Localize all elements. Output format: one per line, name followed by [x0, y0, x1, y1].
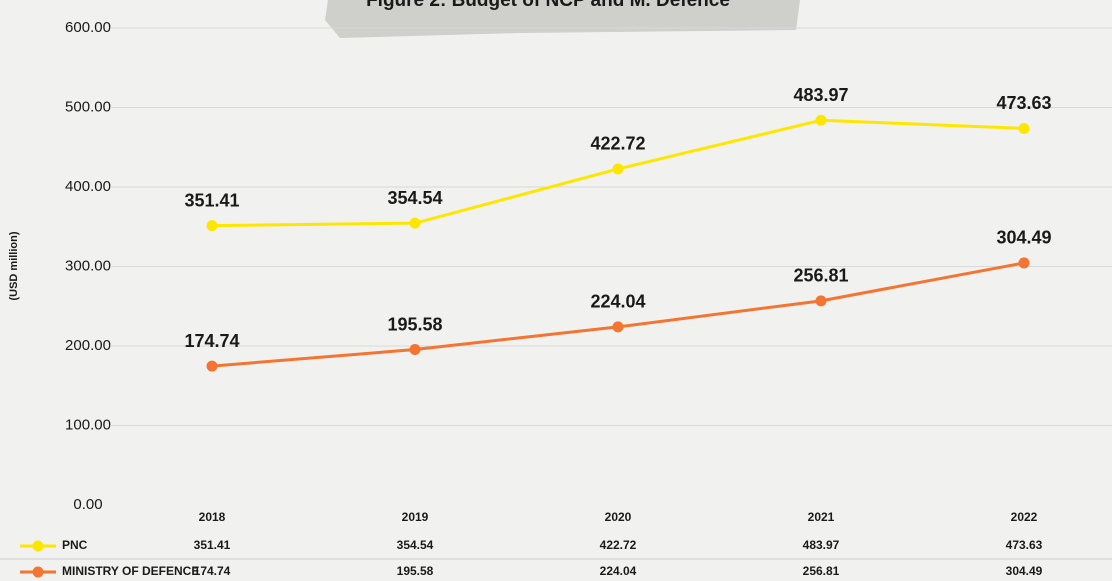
legend-label: PNC — [62, 538, 88, 552]
x-tick-label: 2020 — [605, 510, 632, 524]
data-label: 483.97 — [793, 85, 848, 105]
x-tick-label: 2018 — [199, 510, 226, 524]
table-cell: 195.58 — [397, 564, 434, 578]
data-label: 174.74 — [184, 331, 239, 351]
data-label: 354.54 — [387, 188, 442, 208]
legend-label: MINISTRY OF DEFENCE — [62, 564, 199, 578]
line-series — [211, 261, 1025, 368]
x-tick-label: 2021 — [808, 510, 835, 524]
legend-marker — [32, 540, 44, 552]
y-axis-label: (USD million) — [8, 231, 20, 300]
point — [206, 220, 218, 232]
data-label: 304.49 — [996, 228, 1051, 248]
point — [1018, 257, 1030, 269]
table-cell: 174.74 — [194, 564, 231, 578]
y-tick-label: 0.00 — [73, 496, 102, 513]
point — [1018, 122, 1030, 134]
y-tick-label: 600.00 — [65, 19, 111, 36]
table-cell: 473.63 — [1006, 538, 1043, 552]
y-tick-label: 400.00 — [65, 178, 111, 195]
data-label: 422.72 — [590, 134, 645, 154]
table-cell: 351.41 — [194, 538, 231, 552]
point — [206, 360, 218, 372]
table-cell: 256.81 — [803, 564, 840, 578]
table-cell: 224.04 — [600, 564, 637, 578]
table-cell: 483.97 — [803, 538, 840, 552]
table-cell: 354.54 — [397, 538, 434, 552]
table-cell: 422.72 — [600, 538, 637, 552]
legend-marker — [32, 566, 44, 578]
data-label: 256.81 — [793, 266, 848, 286]
point — [409, 217, 421, 229]
y-tick-label: 200.00 — [65, 337, 111, 354]
point — [409, 344, 421, 356]
data-label: 224.04 — [590, 292, 645, 312]
x-tick-label: 2019 — [402, 510, 429, 524]
y-tick-label: 300.00 — [65, 257, 111, 274]
point — [612, 321, 624, 333]
table-cell: 304.49 — [1006, 564, 1043, 578]
chart-title: Figure 2: Budget of NCP and M. Defence — [366, 0, 730, 11]
y-tick-label: 500.00 — [65, 98, 111, 115]
y-tick-label: 100.00 — [65, 416, 111, 433]
data-label: 473.63 — [996, 93, 1051, 113]
point — [815, 114, 827, 126]
data-label: 351.41 — [184, 190, 239, 210]
point — [815, 295, 827, 307]
point — [612, 163, 624, 175]
data-label: 195.58 — [387, 314, 442, 334]
x-tick-label: 2022 — [1011, 510, 1038, 524]
